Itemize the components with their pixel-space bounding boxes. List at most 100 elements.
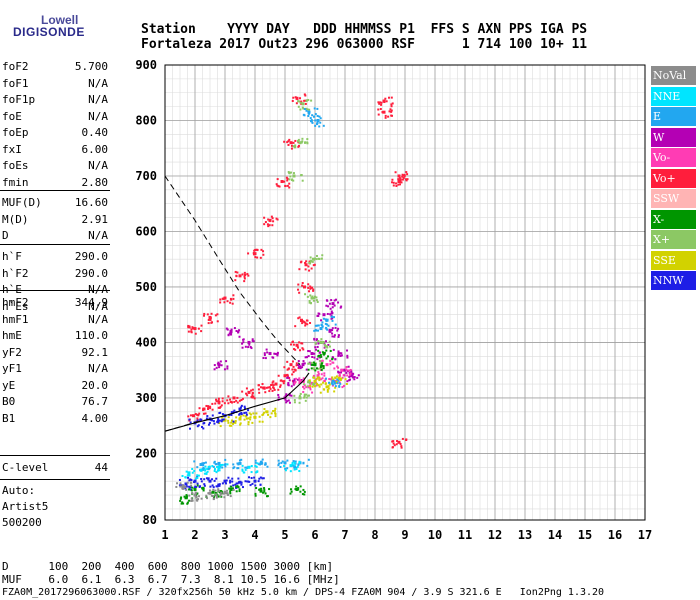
data-point — [286, 467, 289, 470]
data-point — [197, 495, 200, 498]
data-point — [296, 465, 299, 468]
data-point — [260, 487, 263, 490]
data-point — [237, 331, 240, 334]
data-point — [216, 469, 219, 472]
data-point — [196, 419, 199, 422]
data-point — [179, 485, 182, 488]
data-point — [294, 325, 297, 328]
data-point — [284, 398, 287, 401]
data-point — [253, 415, 256, 418]
data-point — [314, 378, 317, 381]
param-row: foF1p N/A — [2, 93, 108, 109]
data-point — [242, 471, 245, 474]
data-point — [333, 367, 336, 370]
data-point — [306, 323, 309, 326]
data-point — [322, 317, 325, 320]
data-point — [226, 367, 229, 370]
data-point — [290, 141, 293, 144]
data-point — [306, 142, 309, 145]
data-point — [253, 249, 256, 252]
data-point — [223, 368, 226, 371]
data-point — [299, 349, 302, 352]
data-point — [247, 409, 250, 412]
data-point — [347, 369, 350, 372]
data-point — [263, 352, 266, 355]
data-point — [318, 359, 321, 362]
data-point — [241, 464, 244, 467]
data-point — [276, 354, 279, 357]
header-labels: Station YYYY DAY DDD HHMMSS P1 FFS S AXN… — [141, 22, 588, 37]
data-point — [207, 406, 210, 409]
param-name: hmE — [2, 329, 22, 342]
data-point — [299, 97, 302, 100]
data-point — [288, 186, 291, 189]
data-point — [230, 424, 233, 427]
data-point — [298, 377, 301, 380]
data-point — [221, 466, 224, 469]
data-point — [247, 274, 250, 277]
data-point — [292, 365, 295, 368]
param-value: 16.60 — [74, 196, 108, 209]
data-point — [247, 421, 250, 424]
data-point — [301, 179, 304, 182]
data-point — [224, 465, 227, 468]
data-point — [292, 179, 295, 182]
data-point — [240, 399, 243, 402]
data-point — [231, 302, 234, 305]
data-point — [316, 114, 319, 117]
plot-frame — [164, 64, 646, 521]
x-tick-label: 11 — [458, 528, 472, 542]
data-point — [305, 396, 308, 399]
data-point — [211, 414, 214, 417]
data-point — [215, 471, 218, 474]
data-point — [390, 110, 393, 113]
data-point — [348, 378, 351, 381]
data-point — [175, 485, 178, 488]
data-point — [303, 395, 306, 398]
data-point — [234, 421, 237, 424]
data-point — [277, 393, 280, 396]
data-point — [337, 377, 341, 381]
data-point — [262, 357, 265, 360]
param-value: 20.0 — [81, 378, 109, 392]
data-point — [272, 380, 275, 383]
data-point — [251, 339, 254, 342]
data-point — [237, 463, 240, 466]
data-point — [332, 348, 335, 351]
data-point — [322, 341, 325, 344]
data-point — [178, 478, 181, 481]
data-point — [230, 331, 233, 334]
data-point — [289, 464, 293, 468]
data-point — [225, 479, 228, 482]
data-point — [340, 368, 344, 372]
data-point — [210, 312, 213, 315]
data-point — [235, 416, 238, 419]
data-point — [301, 140, 304, 143]
data-point — [350, 371, 353, 374]
data-point — [320, 323, 323, 326]
param-name: foEs — [2, 159, 29, 172]
data-point — [379, 101, 382, 104]
data-point — [397, 180, 401, 184]
param-row: C-level 44 — [2, 461, 108, 477]
data-point — [246, 394, 249, 397]
data-point — [346, 380, 349, 383]
data-point — [218, 419, 221, 422]
x-tick-label: 15 — [578, 528, 592, 542]
data-point — [256, 470, 259, 473]
data-point — [307, 110, 311, 114]
legend-item: SSE — [651, 250, 696, 270]
data-point — [256, 248, 259, 251]
data-point — [297, 283, 300, 286]
data-point — [259, 476, 262, 479]
data-point — [310, 361, 313, 364]
data-point — [380, 103, 383, 106]
data-point — [333, 382, 336, 385]
data-point — [334, 323, 337, 326]
data-point — [328, 345, 331, 348]
data-point — [309, 285, 312, 288]
data-point — [218, 467, 221, 470]
data-point — [206, 415, 209, 418]
data-point — [251, 388, 254, 391]
